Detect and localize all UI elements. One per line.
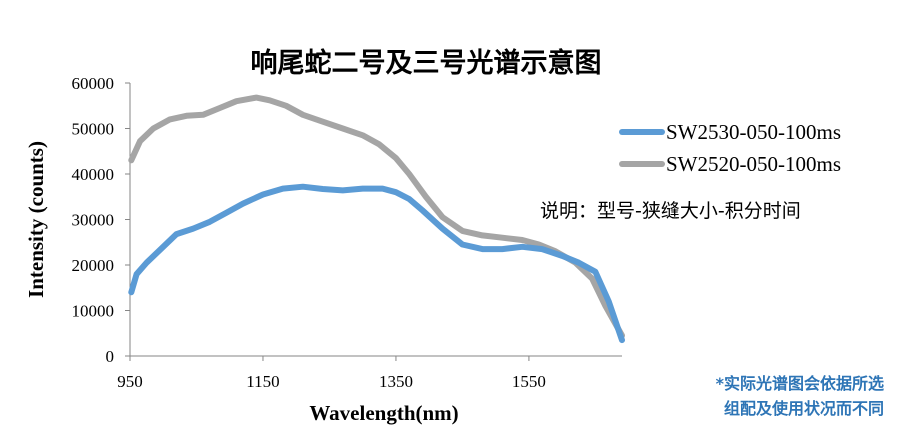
y-tick-label: 20000	[72, 256, 115, 275]
x-tick-label: 1550	[512, 372, 546, 391]
chart-title: 响尾蛇二号及三号光谱示意图	[251, 47, 602, 79]
series-line-1	[128, 183, 625, 344]
plot-lines	[128, 94, 625, 344]
legend-note: 说明：型号-狭缝大小-积分时间	[540, 200, 801, 222]
y-tick-label: 10000	[72, 302, 115, 321]
y-tick-label: 30000	[72, 211, 115, 230]
x-tick-label: 1350	[379, 372, 413, 391]
y-tick-labels: 0 10000 20000 30000 40000 50000 60000	[72, 74, 130, 366]
legend: SW2530-050-100ms SW2520-050-100ms	[619, 120, 841, 176]
y-tick-label: 60000	[72, 74, 115, 93]
y-tick-label: 0	[106, 347, 115, 366]
footnote-line-1: *实际光谱图会依据所选	[716, 374, 884, 393]
x-tick-label: 1150	[246, 372, 279, 391]
x-tick-labels: 950 1150 1350 1550	[117, 356, 546, 391]
y-tick-label: 50000	[72, 120, 115, 139]
x-axis-title: Wavelength(nm)	[309, 401, 458, 425]
x-tick-label: 950	[117, 372, 143, 391]
y-axis-title-group: Intensity (counts)	[24, 141, 48, 298]
series-line-0	[128, 94, 625, 339]
footnote-line-2: 组配及使用状况而不同	[724, 399, 884, 418]
y-axis-title: Intensity (counts)	[24, 141, 48, 298]
y-tick-label: 40000	[72, 165, 115, 184]
legend-label: SW2530-050-100ms	[666, 120, 841, 144]
legend-label: SW2520-050-100ms	[666, 152, 841, 176]
